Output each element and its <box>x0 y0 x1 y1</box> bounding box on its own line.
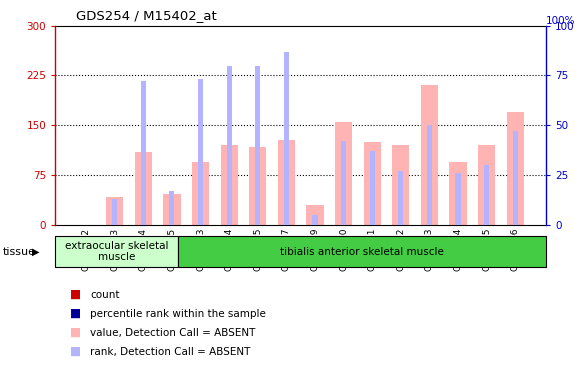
Bar <box>192 162 209 225</box>
Bar <box>198 79 203 225</box>
Text: ■: ■ <box>70 307 81 320</box>
Bar <box>392 145 410 225</box>
Text: tissue: tissue <box>3 247 36 257</box>
Bar <box>341 141 346 225</box>
Text: tibialis anterior skeletal muscle: tibialis anterior skeletal muscle <box>280 247 444 257</box>
Bar <box>370 151 375 225</box>
Bar <box>421 86 438 225</box>
Bar <box>507 112 524 225</box>
Bar <box>484 165 489 225</box>
FancyBboxPatch shape <box>55 236 178 267</box>
Bar <box>306 205 324 225</box>
Bar <box>141 82 146 225</box>
Bar <box>255 66 260 225</box>
Bar <box>249 147 266 225</box>
Bar <box>106 197 123 225</box>
Bar <box>169 191 174 225</box>
Bar <box>512 131 518 225</box>
Text: ■: ■ <box>70 326 81 339</box>
Bar <box>278 140 295 225</box>
Text: 100%: 100% <box>546 16 576 26</box>
Bar <box>364 142 381 225</box>
Text: extraocular skeletal
muscle: extraocular skeletal muscle <box>65 241 168 262</box>
Text: ■: ■ <box>70 288 81 301</box>
Bar <box>112 199 117 225</box>
Bar <box>284 52 289 225</box>
Bar <box>255 66 260 225</box>
Text: percentile rank within the sample: percentile rank within the sample <box>90 309 266 319</box>
Bar <box>135 152 152 225</box>
Bar <box>398 171 403 225</box>
Text: count: count <box>90 290 120 300</box>
Bar <box>478 145 495 225</box>
Bar <box>450 162 467 225</box>
Bar <box>198 79 203 225</box>
FancyBboxPatch shape <box>178 236 546 267</box>
Text: ▶: ▶ <box>32 247 40 257</box>
Bar <box>112 199 117 225</box>
Bar <box>456 173 461 225</box>
Bar <box>169 191 174 225</box>
Bar <box>163 194 181 225</box>
Text: value, Detection Call = ABSENT: value, Detection Call = ABSENT <box>90 328 256 338</box>
Bar <box>313 215 318 225</box>
Bar <box>427 125 432 225</box>
Text: GDS254 / M15402_at: GDS254 / M15402_at <box>76 9 216 22</box>
Bar <box>335 122 352 225</box>
Bar <box>313 215 318 225</box>
Bar <box>484 171 489 225</box>
Text: rank, Detection Call = ABSENT: rank, Detection Call = ABSENT <box>90 347 250 357</box>
Bar <box>221 145 238 225</box>
Bar <box>141 82 146 225</box>
Bar <box>227 66 232 225</box>
Bar <box>284 52 289 225</box>
Bar <box>227 66 232 225</box>
Text: ■: ■ <box>70 345 81 358</box>
